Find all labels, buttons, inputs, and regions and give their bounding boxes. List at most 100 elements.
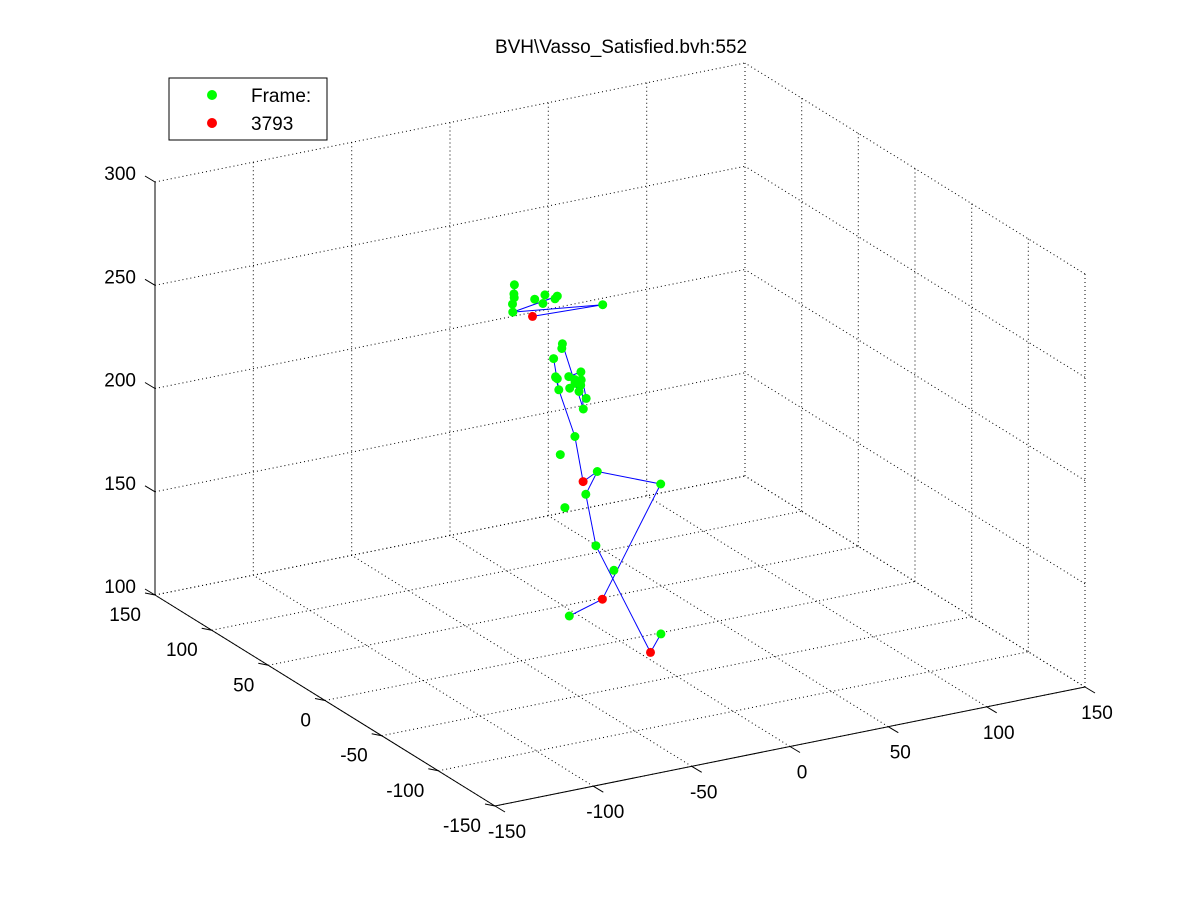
- y-tick-label: 150: [109, 605, 141, 626]
- y-tick-mark: [144, 592, 156, 596]
- x-tick-mark: [789, 746, 801, 753]
- floor-gridline-y: [324, 581, 916, 701]
- plot-ticks: -150 -100 -50 0 50 100 150 -150 -100 -50 0 50 100 150…: [104, 164, 1113, 843]
- x-tick-mark: [691, 765, 702, 773]
- marker-point-red: [528, 311, 537, 321]
- side-wall-gridline-z: [744, 269, 1086, 481]
- joint-point-green: [549, 354, 559, 364]
- floor-gridline-y: [381, 616, 972, 737]
- z-tick-mark: [144, 485, 156, 493]
- marker-point-red: [578, 477, 588, 487]
- y-tick-mark: [258, 662, 269, 666]
- joint-point-green: [554, 385, 564, 395]
- x-tick-label: 100: [983, 723, 1015, 744]
- joint-point-green: [540, 290, 550, 300]
- y-tick-mark: [484, 803, 496, 807]
- x-tick-mark: [888, 726, 899, 734]
- x-tick-mark: [593, 785, 604, 793]
- x-tick-label: 50: [890, 743, 911, 764]
- y-tick-mark: [201, 627, 212, 631]
- bone-segment: [585, 494, 597, 546]
- y-tick-label: 0: [300, 711, 311, 732]
- joint-point-green: [557, 344, 567, 353]
- joint-point-green: [591, 541, 601, 551]
- side-wall-gridline-z: [744, 62, 1086, 275]
- z-tick-label: 150: [104, 474, 136, 495]
- x-tick-label: 0: [797, 763, 808, 784]
- plot-grid: [154, 62, 1086, 807]
- joint-point-green: [581, 393, 591, 403]
- z-tick-mark: [144, 382, 156, 389]
- joint-point-green: [508, 299, 517, 309]
- y-tick-label: 100: [166, 640, 198, 661]
- legend-box: [168, 77, 328, 141]
- y-tick-label: -150: [443, 816, 481, 837]
- joint-point-green: [509, 280, 519, 290]
- back-wall-gridline-z: [154, 165, 746, 286]
- bone-segment: [595, 545, 651, 653]
- y-tick-mark: [314, 698, 326, 701]
- back-wall-gridline-z: [154, 269, 746, 389]
- joint-point-green: [656, 629, 666, 639]
- side-wall-gridline-z: [744, 372, 1086, 585]
- x-tick-label: -100: [586, 802, 624, 823]
- chart-title: BVH\Vasso_Satisfied.bvh:552: [495, 37, 747, 58]
- joint-point-green: [576, 367, 586, 377]
- legend-marker-frame: [207, 90, 217, 100]
- x-tick-label: -150: [488, 822, 526, 843]
- x-tick-mark: [494, 805, 506, 813]
- joint-point-green: [581, 489, 591, 499]
- joint-point-green: [560, 503, 570, 513]
- marker-point-red: [597, 594, 607, 604]
- z-tick-mark: [144, 175, 156, 183]
- joint-point-green: [609, 565, 619, 575]
- y-tick-label: -100: [386, 781, 424, 802]
- back-wall-gridline-z: [154, 62, 746, 183]
- floor-gridline-y: [438, 651, 1029, 772]
- floor-gridline-x: [646, 495, 987, 708]
- joint-point-green: [574, 387, 584, 396]
- y-tick-label: -50: [340, 746, 367, 767]
- joint-point-green: [592, 467, 602, 476]
- legend-label-frame: Frame:: [251, 86, 311, 107]
- joint-point-green: [552, 291, 562, 301]
- joint-point-green: [551, 372, 561, 382]
- joint-point-green: [508, 307, 518, 317]
- z-tick-label: 300: [104, 164, 136, 185]
- joint-point-green: [509, 289, 519, 299]
- bone-segment: [512, 304, 603, 313]
- legend-marker-3793: [207, 118, 217, 128]
- z-tick-mark: [144, 588, 156, 596]
- legend: Frame: 3793: [168, 77, 328, 141]
- joint-point-green: [578, 404, 588, 414]
- bone-segment: [558, 389, 576, 437]
- z-tick-mark: [144, 278, 156, 286]
- marker-point-red: [646, 647, 655, 657]
- back-wall-gridline-z: [154, 475, 746, 596]
- legend-label-3793: 3793: [251, 114, 293, 135]
- z-tick-label: 100: [104, 577, 136, 598]
- side-wall-gridline-z: [744, 165, 1086, 378]
- joint-point-green: [564, 611, 574, 621]
- floor-gridline-y: [268, 545, 859, 666]
- y-tick-mark: [428, 768, 439, 772]
- bone-segment: [512, 295, 558, 313]
- floor-gridline-x: [548, 515, 889, 728]
- joint-point-green: [598, 300, 608, 310]
- joint-point-green: [570, 432, 580, 441]
- bone-segment: [574, 436, 584, 482]
- joint-point-green: [530, 294, 540, 304]
- side-wall-gridline-z: [744, 475, 1086, 688]
- joint-point-green: [538, 299, 548, 308]
- z-tick-label: 250: [104, 267, 136, 288]
- skeleton-joints: [508, 280, 666, 657]
- x-tick-label: -50: [690, 782, 717, 803]
- joint-point-green: [570, 378, 580, 388]
- bone-segment: [532, 304, 603, 317]
- y-tick-label: 50: [233, 675, 254, 696]
- floor-gridline-y: [211, 510, 802, 631]
- z-tick-label: 200: [104, 371, 136, 392]
- joint-point-green: [656, 479, 666, 489]
